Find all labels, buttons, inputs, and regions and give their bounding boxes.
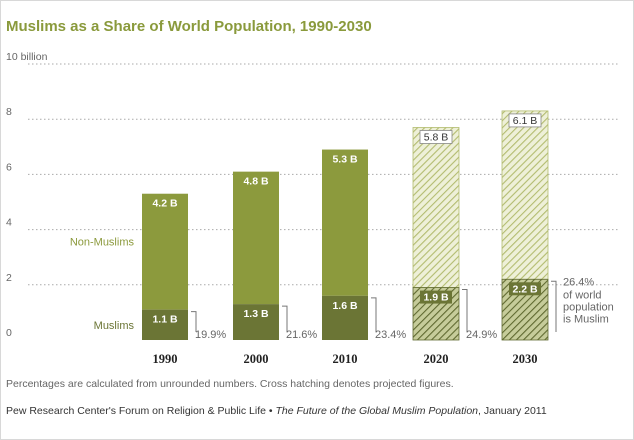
source-report-title: The Future of the Global Muslim Populati…: [275, 405, 479, 417]
share-note-line: of world: [563, 289, 602, 301]
share-note-line: population: [563, 301, 614, 313]
non-muslims-value-label: 4.2 B: [152, 198, 178, 210]
x-category-label: 2030: [513, 352, 538, 366]
x-category-label: 2020: [424, 352, 449, 366]
muslims-value-label: 2.2 B: [512, 283, 538, 295]
y-tick-label: 2: [6, 272, 12, 284]
share-bracket: [191, 311, 197, 332]
x-category-label: 2010: [333, 352, 358, 366]
source-separator: •: [265, 405, 276, 417]
muslims-value-label: 1.3 B: [243, 308, 269, 320]
share-percent-label: 24.9%: [466, 329, 497, 341]
share-percent-label: 19.9%: [195, 329, 226, 341]
source-org: Pew Research Center's Forum on Religion …: [6, 405, 266, 417]
bar-muslims: [142, 309, 188, 340]
non-muslims-value-label: 5.3 B: [332, 154, 358, 166]
share-bracket: [462, 289, 468, 332]
non-muslims-value-label: 4.8 B: [243, 176, 269, 188]
share-bracket: [282, 305, 288, 332]
bar-non-muslims: [142, 193, 188, 310]
share-bracket: [371, 297, 377, 332]
y-tick-label: 6: [6, 161, 12, 173]
share-percent-label: 23.4%: [375, 329, 406, 341]
bar-non-muslims: [322, 149, 368, 296]
value-label-box: [509, 282, 541, 296]
value-label-box: [419, 130, 453, 144]
non-muslims-value-label: 5.8 B: [424, 131, 449, 143]
share-bracket: [551, 280, 557, 332]
share-percent-label: 21.6%: [286, 329, 317, 341]
y-tick-label: 4: [6, 217, 12, 229]
value-label-box: [420, 290, 452, 304]
muslims-value-label: 1.6 B: [332, 300, 358, 312]
series-label-muslims: Muslims: [94, 320, 135, 332]
share-percent-label: 26.4%: [563, 276, 594, 288]
bar-muslims: [322, 295, 368, 340]
chart-note: Percentages are calculated from unrounde…: [6, 378, 454, 390]
y-tick-label: 10 billion: [6, 51, 48, 63]
value-label-box: [508, 113, 542, 128]
muslims-value-label: 1.1 B: [152, 314, 178, 326]
stacked-bar-chart: 0 2 4 6 8 10 billion 4.2 B 1.1 B 19.9% 1990 4.8 B…: [6, 51, 620, 366]
bar-non-muslims: [501, 110, 549, 280]
non-muslims-value-label: 6.1 B: [513, 115, 538, 127]
source-line: Pew Research Center's Forum on Religion …: [6, 405, 547, 417]
muslims-value-label: 1.9 B: [423, 292, 449, 304]
bar-non-muslims: [412, 127, 460, 288]
series-label-non-muslims: Non-Muslims: [70, 236, 135, 248]
x-category-label: 1990: [153, 352, 178, 366]
share-note-line: is Muslim: [563, 313, 609, 325]
y-tick-label: 8: [6, 106, 12, 118]
bar-non-muslims: [233, 171, 279, 305]
x-category-label: 2000: [244, 352, 269, 366]
y-tick-label: 0: [6, 327, 12, 339]
bar-muslims: [233, 304, 279, 340]
source-date: , January 2011: [478, 405, 547, 417]
chart-title: Muslims as a Share of World Population, …: [6, 18, 372, 35]
